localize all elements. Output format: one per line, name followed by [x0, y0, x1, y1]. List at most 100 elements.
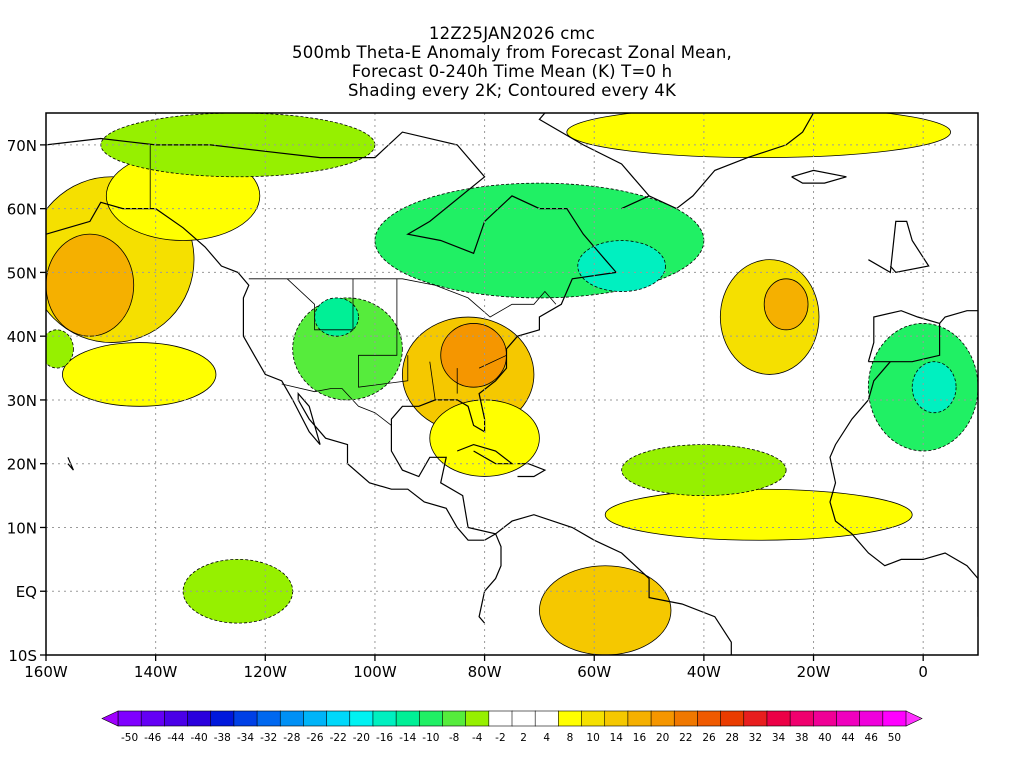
- colorbar-label: 44: [841, 732, 855, 744]
- colorbar-label: 8: [567, 732, 574, 744]
- colorbar-swatch: [511, 710, 536, 727]
- colorbar-swatch: [395, 710, 420, 727]
- x-tick-label: 160W: [24, 663, 68, 681]
- colorbar-label: 46: [865, 732, 879, 744]
- colorbar-swatch: [534, 710, 559, 727]
- colorbar-swatch: [349, 710, 374, 727]
- colorbar-label: -26: [306, 732, 323, 744]
- graticule-layer: [46, 113, 978, 655]
- colorbar-label: 28: [725, 732, 738, 744]
- anomaly-region-greenland-warm: [566, 113, 951, 159]
- x-tick-label: 100W: [353, 663, 397, 681]
- border-line-4: [358, 278, 409, 388]
- coastline-11: [791, 169, 847, 184]
- colorbar-swatch: [558, 710, 583, 727]
- colorbar-label: -4: [472, 732, 483, 744]
- x-tick-label: 140W: [134, 663, 178, 681]
- colorbar-swatch: [882, 710, 907, 727]
- colorbar-label: 16: [633, 732, 647, 744]
- coastline-10: [67, 457, 74, 471]
- title-line-2: 500mb Theta-E Anomaly from Forecast Zona…: [292, 43, 732, 62]
- y-tick-label: 20N: [7, 456, 37, 474]
- anomaly-region-alaska-north-cold: [100, 113, 376, 178]
- colorbar-swatch: [372, 710, 397, 727]
- coastline-1: [46, 201, 502, 624]
- coastline-0: [46, 131, 732, 655]
- anomaly-region-east-pacific-cold: [182, 558, 294, 624]
- coastline-7: [939, 310, 978, 324]
- colorbar-label: 38: [795, 732, 808, 744]
- colorbar-label: -28: [283, 732, 300, 744]
- colorbar-label: -14: [399, 732, 416, 744]
- colorbar-label: -16: [376, 732, 393, 744]
- y-tick-label: EQ: [16, 583, 37, 601]
- colorbar-swatch: [627, 710, 652, 727]
- colorbar-swatch: [859, 710, 884, 727]
- colorbar-label: 22: [679, 732, 692, 744]
- x-tick-label: 80W: [468, 663, 502, 681]
- chart-title: 12Z25JAN2026 cmc 500mb Theta-E Anomaly f…: [0, 24, 1024, 100]
- colorbar: -50 -46 -44 -40 -38 -34 -32 -28 -26 -22 -20 -16 -14-…: [101, 710, 923, 744]
- anomaly-region-subtropical-atlantic-cold: [621, 444, 787, 496]
- title-line-1: 12Z25JAN2026 cmc: [428, 24, 596, 43]
- anomaly-region-southeast-us-warm-core: [440, 323, 507, 388]
- colorbar-swatch: [279, 710, 305, 727]
- coastline-2: [621, 113, 815, 210]
- colorbar-swatch: [789, 710, 814, 727]
- colorbar-swatch: [650, 710, 675, 727]
- colorbar-label: 32: [749, 732, 762, 744]
- colorbar-label: -38: [214, 732, 231, 744]
- colorbar-swatch: [210, 710, 235, 727]
- y-tick-label: 10S: [8, 647, 37, 665]
- x-tick-label: 60W: [577, 663, 611, 681]
- y-tick-label: 60N: [7, 201, 37, 219]
- y-tick-label: 70N: [7, 137, 37, 155]
- anomaly-shading-layer: [46, 113, 978, 655]
- colorbar-swatch: [673, 710, 699, 727]
- colorbar-swatch: [465, 710, 490, 727]
- colorbar-swatch: [303, 710, 328, 727]
- border-line-5: [429, 361, 436, 400]
- anomaly-region-pacific-warm-band: [62, 342, 217, 407]
- colorbar-label: -46: [144, 732, 161, 744]
- border-line-7: [478, 354, 507, 369]
- colorbar-label: 34: [772, 732, 786, 744]
- x-tick-label: 0: [918, 663, 928, 681]
- colorbar-label: 40: [818, 732, 831, 744]
- y-tick-label: 30N: [7, 392, 37, 410]
- colorbar-label: -2: [495, 732, 505, 744]
- colorbar-swatch: [326, 710, 351, 727]
- colorbar-swatch: [187, 710, 212, 727]
- axis-ticks: 160W 140W 120W 100W 80W 60W 40W 20W 0 70N 60N 50N 40…: [7, 137, 928, 681]
- coastline-3: [538, 113, 650, 197]
- colorbar-swatch: [117, 710, 142, 727]
- colorbar-swatch: [418, 710, 444, 727]
- colorbar-swatch: [233, 710, 258, 727]
- colorbar-label: 26: [702, 732, 716, 744]
- coastline-8: [456, 443, 514, 465]
- anomaly-region-atlantic-warm-core: [763, 278, 809, 331]
- coastline-4: [868, 220, 930, 274]
- colorbar-label: 20: [656, 732, 669, 744]
- coastline-layer: [46, 113, 978, 655]
- anomaly-region-alaska-gulf-warm-core: [46, 233, 135, 337]
- colorbar-swatch: [720, 710, 745, 727]
- colorbar-swatch: [604, 710, 629, 727]
- colorbar-low-arrow: [101, 710, 119, 727]
- colorbar-swatch: [812, 710, 838, 727]
- colorbar-label: -40: [191, 732, 208, 744]
- colorbar-label: -50: [121, 732, 138, 744]
- coastline-5: [867, 310, 941, 363]
- x-tick-label: 40W: [687, 663, 721, 681]
- map-border: [45, 112, 979, 656]
- colorbar-label: -8: [449, 732, 459, 744]
- y-tick-label: 10N: [7, 519, 37, 537]
- colorbar-swatch: [743, 710, 768, 727]
- y-tick-label: 50N: [7, 264, 37, 282]
- colorbar-label: 4: [543, 732, 550, 744]
- colorbar-label: -32: [260, 732, 277, 744]
- anomaly-region-rockies-cold-core: [314, 297, 359, 337]
- colorbar-label: -44: [167, 732, 184, 744]
- title-line-4: Shading every 2K; Contoured every 4K: [347, 81, 677, 100]
